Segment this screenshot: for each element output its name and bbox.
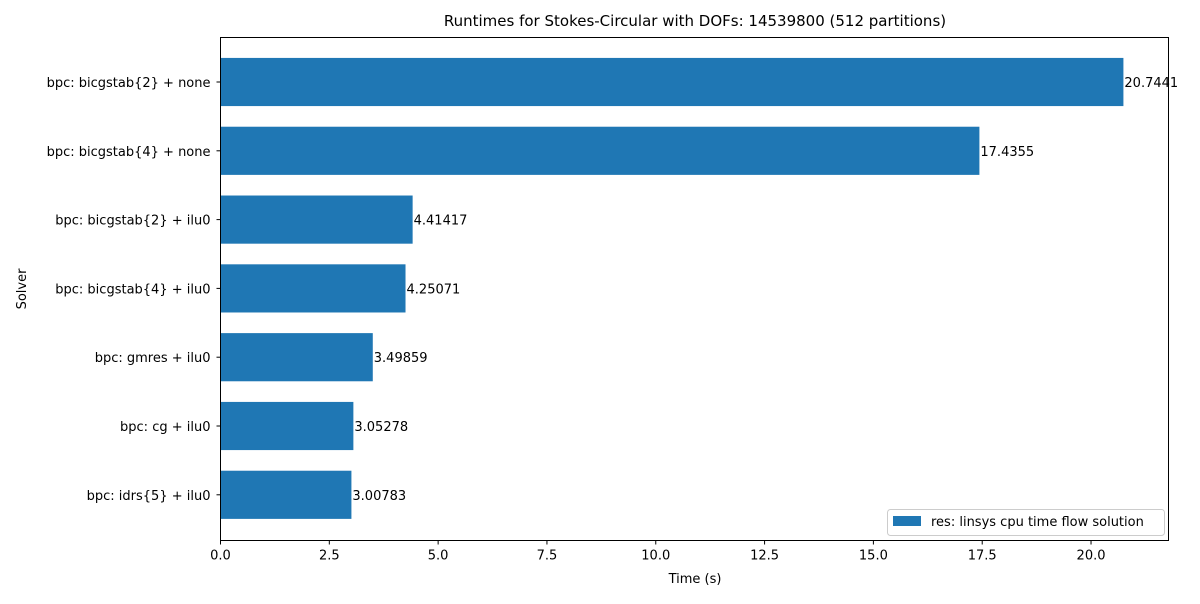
- x-axis-label: Time (s): [668, 572, 722, 587]
- y-tick-label: bpc: bicgstab{2} + none: [47, 76, 211, 91]
- x-tick-label: 10.0: [641, 549, 670, 564]
- x-tick-label: 12.5: [750, 549, 779, 564]
- bar: [220, 126, 980, 175]
- bar: [220, 264, 406, 313]
- y-tick-label: bpc: bicgstab{2} + ilu0: [55, 214, 210, 229]
- bar: [220, 401, 354, 451]
- bar-value-label: 4.25071: [407, 282, 461, 297]
- x-axis-ticks: 0.0 2.5 5.0 7.5 10.0 12.5 15.0 17.5 20.0: [210, 540, 1106, 564]
- x-tick-label: 20.0: [1077, 549, 1106, 564]
- x-tick-label: 5.0: [428, 549, 449, 564]
- x-tick-label: 15.0: [859, 549, 888, 564]
- y-tick-label: bpc: bicgstab{4} + none: [47, 145, 211, 160]
- bars-layer: [220, 57, 1124, 519]
- legend-box: [887, 509, 1165, 536]
- x-tick-label: 17.5: [968, 549, 997, 564]
- y-tick-label: bpc: idrs{5} + ilu0: [87, 489, 211, 504]
- chart-title: Runtimes for Stokes-Circular with DOFs: …: [444, 12, 946, 30]
- data-labels: 20.7441 17.4355 4.41417 4.25071 3.49859 3.052…: [352, 76, 1178, 504]
- bar: [220, 195, 413, 244]
- y-tick-label: bpc: gmres + ilu0: [95, 351, 211, 366]
- y-tick-label: bpc: bicgstab{4} + ilu0: [55, 282, 210, 297]
- y-tick-label: bpc: cg + ilu0: [120, 420, 210, 435]
- bar-value-label: 3.49859: [374, 351, 428, 366]
- x-tick-label: 2.5: [319, 549, 340, 564]
- x-tick-label: 0.0: [210, 549, 231, 564]
- legend-label: res: linsys cpu time flow solution: [931, 515, 1144, 530]
- bar: [220, 470, 352, 519]
- y-axis-label: Solver: [15, 268, 30, 310]
- bar-value-label: 20.7441: [1124, 76, 1178, 91]
- axes-layer: [220, 37, 1169, 541]
- legend: res: linsys cpu time flow solution: [887, 509, 1165, 536]
- plot-frame: [220, 37, 1169, 541]
- bar: [220, 57, 1124, 107]
- bar: [220, 333, 373, 382]
- x-tick-label: 7.5: [537, 549, 558, 564]
- bar-value-label: 17.4355: [980, 145, 1034, 160]
- bar-value-label: 4.41417: [414, 214, 468, 229]
- legend-swatch: [893, 516, 921, 526]
- bar-value-label: 3.00783: [352, 489, 406, 504]
- y-axis-ticks: bpc: bicgstab{2} + none bpc: bicgstab{4} …: [47, 76, 221, 504]
- bar-value-label: 3.05278: [354, 420, 408, 435]
